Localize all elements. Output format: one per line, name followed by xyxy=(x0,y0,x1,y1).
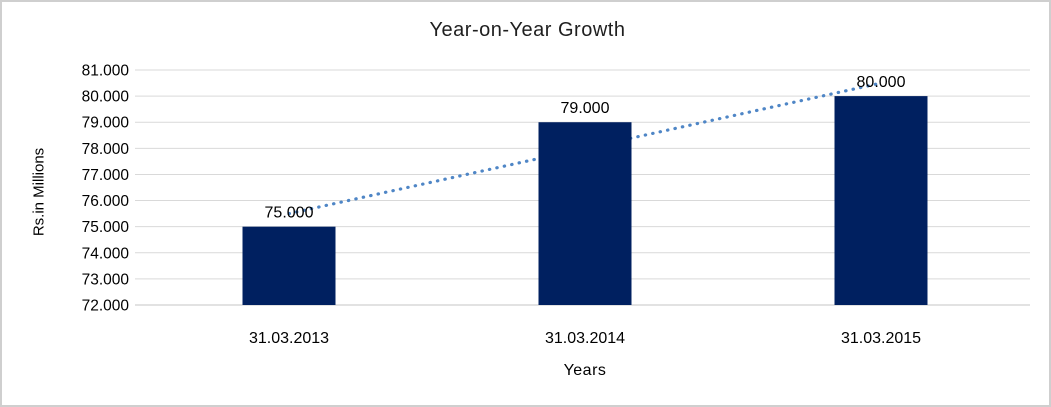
bar[interactable] xyxy=(538,122,632,305)
x-tick-label: 31.03.2014 xyxy=(545,330,625,347)
bar-value-label: 75.000 xyxy=(265,205,314,222)
y-tick-label: 74.000 xyxy=(82,245,130,262)
y-tick-label: 79.000 xyxy=(82,115,130,132)
y-tick-label: 75.000 xyxy=(82,219,130,236)
y-tick-label: 78.000 xyxy=(82,141,130,158)
bar-value-label: 80.000 xyxy=(857,74,906,91)
bar-value-label: 79.000 xyxy=(561,100,610,117)
y-tick-label: 72.000 xyxy=(82,298,130,315)
bar[interactable] xyxy=(834,96,928,305)
y-tick-label: 81.000 xyxy=(82,63,130,80)
y-tick-label: 80.000 xyxy=(82,89,130,106)
chart-title: Year-on-Year Growth xyxy=(429,19,626,41)
y-tick-label: 76.000 xyxy=(82,193,130,210)
y-tick-label: 73.000 xyxy=(82,271,130,288)
bar[interactable] xyxy=(242,226,336,305)
y-tick-label: 77.000 xyxy=(82,167,130,184)
x-axis-title: Years xyxy=(563,362,607,379)
x-tick-label: 31.03.2015 xyxy=(841,330,921,347)
x-tick-label: 31.03.2013 xyxy=(249,330,329,347)
